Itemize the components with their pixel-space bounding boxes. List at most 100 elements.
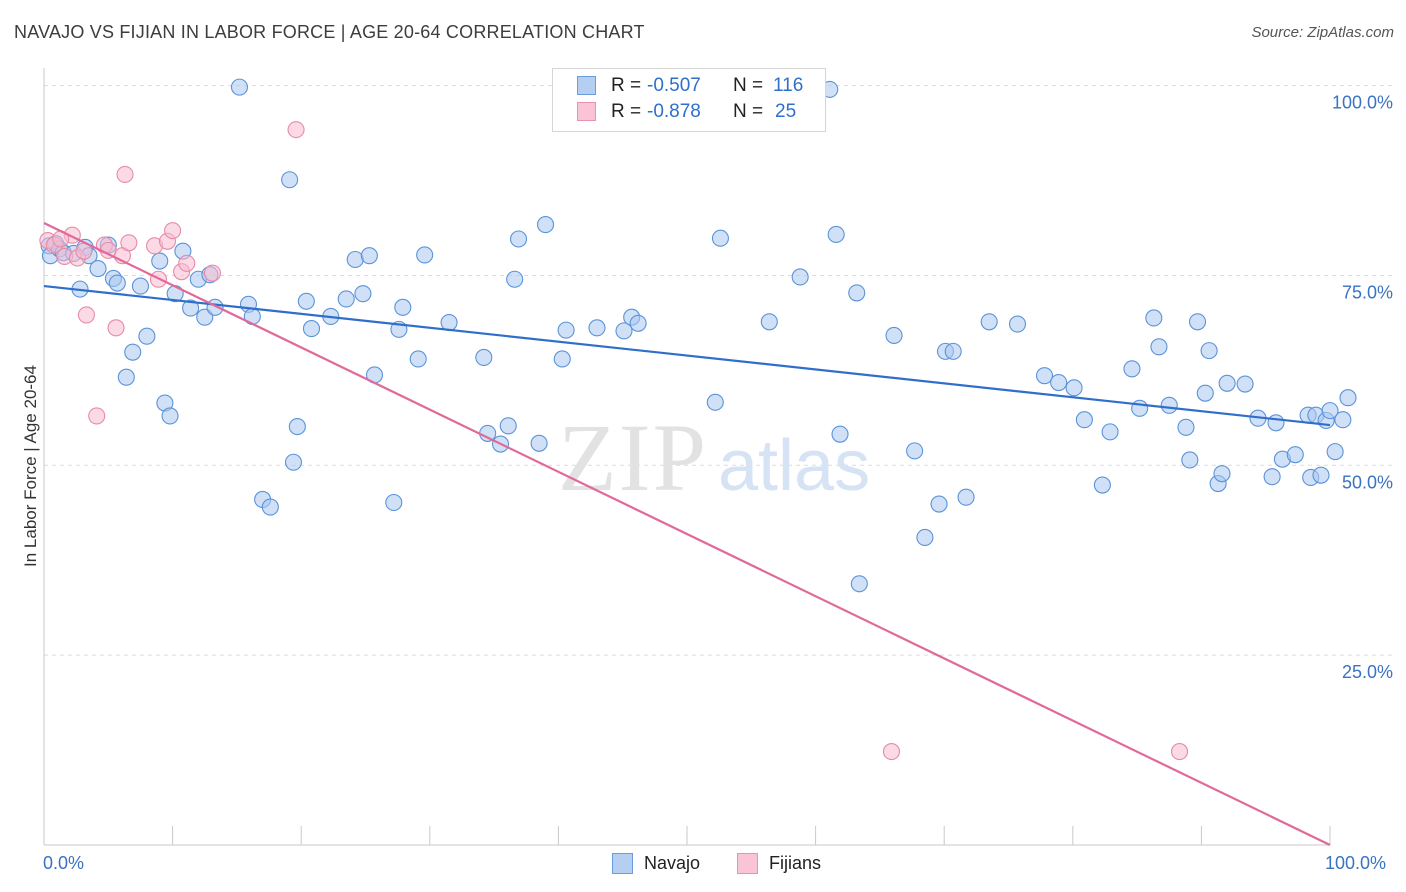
x-tick-label-min: 0.0% [43,853,85,873]
navajo-point [1339,389,1357,407]
watermark-zip: ZIP [558,404,708,511]
navajo-point [230,78,249,96]
navajo-point [1312,466,1330,484]
y-tick-label: 25.0% [1342,662,1393,682]
fijian-point [287,121,305,139]
navajo-point [1050,373,1068,392]
fijian-point [882,743,901,761]
navajo-point [536,216,555,234]
navajo-point [1150,338,1168,356]
legend-swatch-navajo [577,76,596,95]
navajo-point [138,327,156,345]
legend-r-label: R = [611,101,642,122]
navajo-point [1160,396,1178,414]
navajo-point [1218,374,1236,392]
trend-lines [43,222,1331,846]
navajo-point [615,322,633,340]
navajo-point [557,321,575,339]
fijian-point [120,234,138,252]
y-tick-label: 50.0% [1342,472,1393,492]
watermark: ZIP atlas [558,404,870,511]
navajo-point [346,250,364,269]
navajo-point [1200,342,1218,360]
navajo-point [506,270,524,288]
fijian-point [203,264,222,282]
navajo-point [475,348,493,367]
legend-r-value: -0.507 [647,75,701,96]
navajo-point [394,298,412,316]
navajo-point [944,342,962,360]
fijian-trend-line [43,222,1331,846]
navajo-point [409,350,427,368]
navajo-point [117,368,135,386]
navajo-point [629,314,647,332]
correlation-legend: R = -0.507 N = 116 R = -0.878 N = 25 [552,68,826,132]
navajo-point [916,528,934,546]
y-tick-label: 100.0% [1332,93,1393,113]
legend-r-value: -0.878 [647,101,701,122]
fijian-point [116,165,134,183]
navajo-point [791,268,809,286]
navajo-point [1196,384,1214,402]
navajo-point [281,171,299,189]
navajo-point [1145,309,1163,327]
x-tick-label-max: 100.0% [1325,853,1387,873]
navajo-trend-line [43,284,1331,427]
navajo-point [196,308,214,326]
navajo-point [760,313,778,331]
navajo-points [40,78,1357,593]
fijians-legend-label: Fijians [769,853,822,873]
navajo-point [161,407,179,425]
navajo-point [509,230,528,248]
navajo-point [1188,313,1207,331]
navajo-point [1177,418,1195,436]
legend-n-label: N = [733,101,764,122]
axes [43,68,1331,846]
navajo-point [957,488,975,506]
navajo-point [831,425,849,443]
navajo-point [706,393,724,411]
navajo-point [980,313,998,331]
legend-r-label: R = [611,75,642,96]
navajo-point [1065,379,1083,397]
navajo-point [131,277,149,295]
navajo-point [261,498,279,516]
source-credit: Source: ZipAtlas.com [1251,24,1394,41]
navajo-point [553,350,571,368]
navajo-point [1008,315,1027,333]
fijian-swatch [737,853,758,874]
navajo-point [1101,423,1119,441]
navajo-point [182,299,200,317]
navajo-point [530,434,548,452]
navajo-point [385,493,403,512]
navajo-point [1123,360,1141,378]
navajo-point [1131,399,1149,417]
navajo-point [108,274,126,292]
fijian-point [88,407,106,425]
navajo-point [284,453,303,471]
navajo-point [1334,411,1352,429]
navajo-point [1326,443,1344,461]
navajo-point [906,442,924,460]
navajo-point [337,290,355,308]
navajo-point [499,417,517,435]
navajo-point [151,252,169,270]
fijian-point [178,254,196,272]
navajo-point [440,313,458,332]
navajo-legend-label: Navajo [644,853,701,873]
navajo-point [1035,367,1054,385]
navajo-point [848,284,866,302]
legend-swatch-fijian [577,102,596,121]
navajo-point [124,343,142,361]
legend-n-label: N = [733,75,764,96]
chart-title: NAVAJO VS FIJIAN IN LABOR FORCE | AGE 20… [14,22,645,42]
navajo-point [930,495,948,513]
navajo-point [354,285,372,303]
fijian-point [77,306,95,324]
navajo-point [416,246,434,264]
navajo-point [711,229,729,247]
navajo-swatch [612,853,633,874]
navajo-point [1263,468,1281,486]
navajo-point [588,319,606,337]
